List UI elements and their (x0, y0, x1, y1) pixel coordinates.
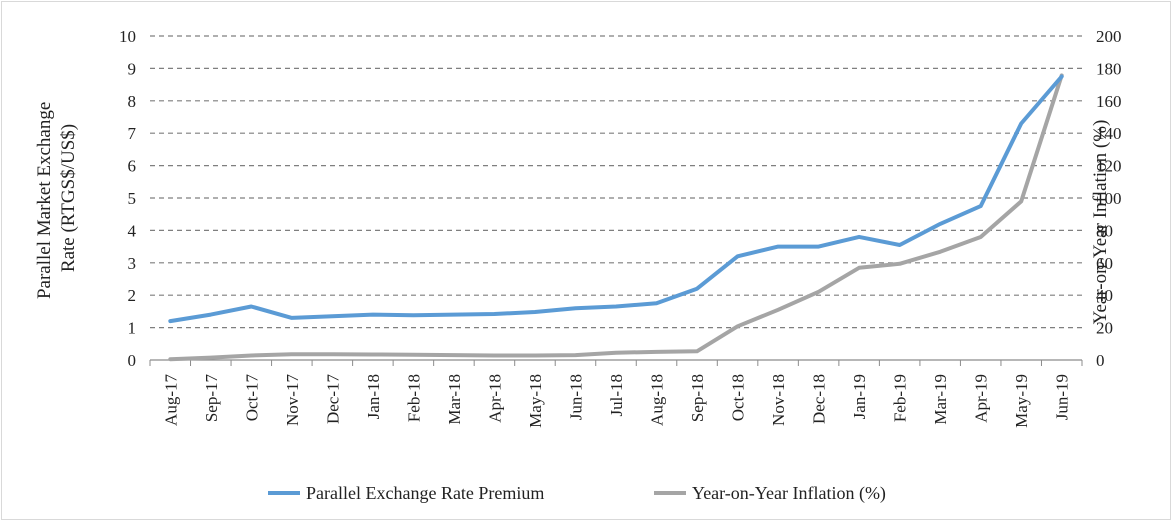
right-tick-label: 180 (1096, 59, 1122, 78)
right-axis-ticks: 0 20 40 60 80 100 120 140 160 180 200 (1096, 27, 1122, 370)
x-tick-label: Mar-19 (931, 374, 950, 425)
x-tick-label: Sep-17 (202, 374, 221, 423)
legend: Parallel Exchange Rate Premium Year-on-Y… (268, 483, 886, 504)
x-tick-label: Nov-17 (283, 374, 302, 426)
right-tick-label: 0 (1096, 351, 1105, 370)
right-tick-label: 140 (1096, 124, 1122, 143)
left-tick-label: 9 (128, 59, 137, 78)
legend-label-exchange-rate: Parallel Exchange Rate Premium (306, 483, 544, 503)
x-axis-ticks: Aug-17 Sep-17 Oct-17 Nov-17 Dec-17 Jan-18 Feb-… (161, 374, 1071, 428)
left-tick-label: 4 (128, 221, 137, 240)
left-axis-ticks: 0 1 2 3 4 5 6 7 8 9 10 (119, 27, 137, 370)
x-tick-label: Jun-18 (566, 374, 585, 420)
x-tick-label: Jan-18 (364, 374, 383, 419)
left-axis-label-line-2: Rate (RTGS$/US$) (58, 124, 79, 272)
x-tick-label: Apr-18 (485, 374, 504, 423)
x-tick-label: Jul-18 (607, 374, 626, 417)
x-tick-label: Feb-19 (891, 374, 910, 422)
x-tick-label: Dec-18 (810, 374, 829, 424)
left-tick-label: 10 (119, 27, 136, 46)
right-tick-label: 120 (1096, 157, 1122, 176)
left-axis-label: Parallel Market Exchange Rate (RTGS$/US$… (34, 97, 79, 299)
left-axis-label-line-1: Parallel Market Exchange (34, 102, 55, 299)
x-tick-label: Sep-18 (688, 374, 707, 422)
series-line-inflation (168, 73, 1064, 362)
right-tick-label: 20 (1096, 319, 1113, 338)
x-tick-label: Jun-19 (1053, 374, 1072, 420)
right-tick-label: 80 (1096, 221, 1113, 240)
x-tick-label: Oct-17 (242, 374, 261, 422)
left-tick-label: 1 (128, 319, 137, 338)
x-tick-label: May-19 (1012, 374, 1031, 428)
x-tick-label: Nov-18 (769, 374, 788, 426)
left-tick-label: 2 (128, 286, 137, 305)
x-tick-label: Aug-17 (161, 374, 180, 426)
gridlines (150, 35, 1082, 329)
right-tick-label: 200 (1096, 27, 1122, 46)
left-tick-label: 8 (128, 92, 137, 111)
left-tick-label: 7 (128, 124, 137, 143)
axes (149, 359, 1083, 366)
right-axis-label: Year-on-Year Inflation (%) (1090, 120, 1111, 325)
left-tick-label: 3 (128, 254, 137, 273)
x-tick-label: Apr-19 (972, 374, 991, 423)
x-tick-label: Jan-19 (850, 374, 869, 419)
left-tick-label: 6 (128, 157, 137, 176)
x-tick-label: May-18 (526, 374, 545, 428)
right-tick-label: 160 (1096, 92, 1122, 111)
right-tick-label: 40 (1096, 286, 1113, 305)
right-tick-label: 60 (1096, 254, 1113, 273)
x-tick-label: Oct-18 (729, 374, 748, 421)
right-tick-label: 100 (1096, 189, 1122, 208)
left-tick-label: 0 (128, 351, 137, 370)
x-tick-label: Mar-18 (445, 374, 464, 425)
series-line-exchange-rate (168, 74, 1064, 324)
x-tick-label: Aug-18 (648, 374, 667, 426)
x-tick-label: Dec-17 (323, 374, 342, 425)
legend-label-inflation: Year-on-Year Inflation (%) (692, 483, 886, 504)
x-tick-label: Feb-18 (404, 374, 423, 422)
left-tick-label: 5 (128, 189, 137, 208)
series-lines (168, 73, 1064, 362)
